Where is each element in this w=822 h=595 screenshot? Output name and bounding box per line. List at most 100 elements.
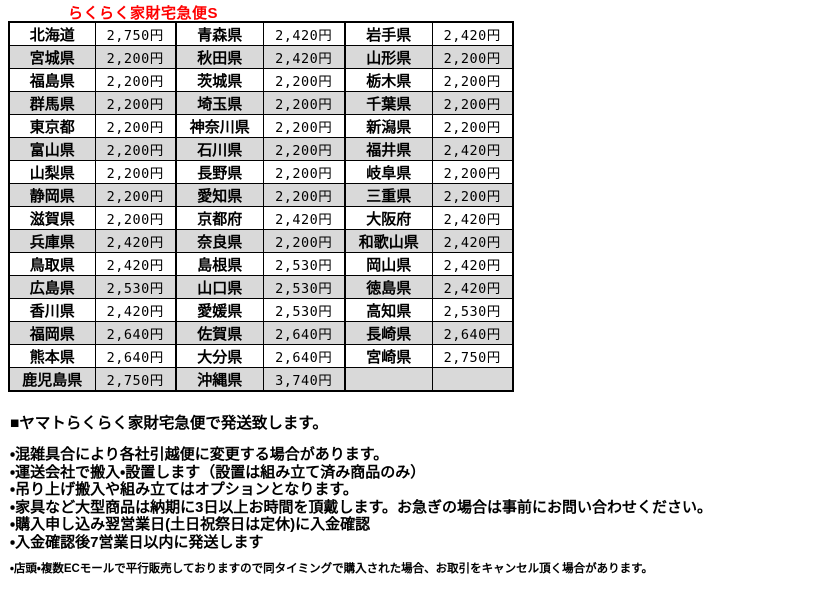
note-item: ・家具など大型商品は納期に3日以上お時間を頂戴します。お急ぎの場合は事前にお問い… <box>10 498 712 516</box>
table-row: 熊本県 2,640円 大分県 2,640円 宮崎県 2,750円 <box>8 344 514 368</box>
note-item: ・運送会社で搬入・設置します（設置は組み立て済み商品のみ） <box>10 463 426 481</box>
prefecture-cell: 山形県 <box>344 45 433 69</box>
price-cell: 2,200円 <box>431 45 514 69</box>
prefecture-cell: 佐賀県 <box>175 321 264 345</box>
table-row: 鳥取県 2,420円 島根県 2,530円 岡山県 2,420円 <box>8 252 514 276</box>
prefecture-cell: 石川県 <box>175 137 264 161</box>
price-cell: 2,640円 <box>262 344 346 368</box>
prefecture-cell: 熊本県 <box>8 344 96 368</box>
table-row: 北海道 2,750円 青森県 2,420円 岩手県 2,420円 <box>8 21 514 46</box>
prefecture-cell: 宮城県 <box>8 45 96 69</box>
prefecture-cell <box>344 367 433 392</box>
price-cell: 2,420円 <box>262 21 346 46</box>
price-cell: 2,200円 <box>262 68 346 92</box>
price-cell: 2,200円 <box>94 45 177 69</box>
prefecture-cell: 秋田県 <box>175 45 264 69</box>
table-row: 宮城県 2,200円 秋田県 2,420円 山形県 2,200円 <box>8 45 514 69</box>
prefecture-cell: 鹿児島県 <box>8 367 96 392</box>
price-cell: 2,420円 <box>431 275 514 299</box>
table-row: 広島県 2,530円 山口県 2,530円 徳島県 2,420円 <box>8 275 514 299</box>
price-cell: 2,640円 <box>262 321 346 345</box>
prefecture-cell: 愛知県 <box>175 183 264 207</box>
prefecture-cell: 大阪府 <box>344 206 433 230</box>
price-cell: 2,200円 <box>262 183 346 207</box>
price-cell: 2,200円 <box>94 183 177 207</box>
table-row: 群馬県 2,200円 埼玉県 2,200円 千葉県 2,200円 <box>8 91 514 115</box>
price-cell: 2,200円 <box>431 91 514 115</box>
prefecture-cell: 東京都 <box>8 114 96 138</box>
prefecture-cell: 宮崎県 <box>344 344 433 368</box>
price-cell: 2,200円 <box>262 114 346 138</box>
prefecture-cell: 山口県 <box>175 275 264 299</box>
prefecture-cell: 兵庫県 <box>8 229 96 253</box>
prefecture-cell: 香川県 <box>8 298 96 322</box>
prefecture-cell: 福井県 <box>344 137 433 161</box>
note-item: ・購入申し込み翌営業日(土日祝祭日は定休)に入金確認 <box>10 516 371 533</box>
prefecture-cell: 新潟県 <box>344 114 433 138</box>
price-cell: 2,420円 <box>431 252 514 276</box>
prefecture-cell: 富山県 <box>8 137 96 161</box>
price-cell: 2,200円 <box>431 160 514 184</box>
price-cell: 2,200円 <box>94 160 177 184</box>
price-cell: 2,530円 <box>94 275 177 299</box>
prefecture-cell: 千葉県 <box>344 91 433 115</box>
prefecture-cell: 愛媛県 <box>175 298 264 322</box>
table-row: 静岡県 2,200円 愛知県 2,200円 三重県 2,200円 <box>8 183 514 207</box>
price-cell: 2,200円 <box>262 160 346 184</box>
price-cell: 2,530円 <box>262 252 346 276</box>
price-cell: 2,200円 <box>431 114 514 138</box>
page-title: らくらく家財宅急便S <box>68 5 219 22</box>
prefecture-cell: 大分県 <box>175 344 264 368</box>
price-cell: 2,200円 <box>94 68 177 92</box>
small-note: ・店頭・複数ECモールで平行販売しておりますので同タイミングで購入された場合、お… <box>10 563 653 575</box>
price-cell: 2,750円 <box>94 21 177 46</box>
price-cell: 2,200円 <box>94 206 177 230</box>
table-row: 富山県 2,200円 石川県 2,200円 福井県 2,420円 <box>8 137 514 161</box>
price-cell: 2,640円 <box>94 321 177 345</box>
price-cell: 2,530円 <box>262 275 346 299</box>
price-cell: 2,200円 <box>431 68 514 92</box>
prefecture-cell: 岐阜県 <box>344 160 433 184</box>
price-cell: 2,750円 <box>431 344 514 368</box>
prefecture-cell: 岩手県 <box>344 21 433 46</box>
prefecture-cell: 徳島県 <box>344 275 433 299</box>
prefecture-cell: 和歌山県 <box>344 229 433 253</box>
price-cell: 2,200円 <box>94 137 177 161</box>
prefecture-cell: 福岡県 <box>8 321 96 345</box>
notes-heading: ■ヤマトらくらく家財宅急便で発送致します。 <box>10 415 328 432</box>
prefecture-cell: 長野県 <box>175 160 264 184</box>
price-cell: 2,530円 <box>262 298 346 322</box>
price-cell: 2,420円 <box>94 229 177 253</box>
fee-table-body: 北海道 2,750円 青森県 2,420円 岩手県 2,420円 宮城県 2,200円 秋田県 2… <box>8 21 514 392</box>
table-row: 東京都 2,200円 神奈川県 2,200円 新潟県 2,200円 <box>8 114 514 138</box>
notes-list: ・混雑具合により各社引越便に変更する場合があります。 ・運送会社で搬入・設置します… <box>10 446 818 551</box>
table-row: 兵庫県 2,420円 奈良県 2,200円 和歌山県 2,420円 <box>8 229 514 253</box>
prefecture-cell: 神奈川県 <box>175 114 264 138</box>
price-cell: 2,750円 <box>94 367 177 392</box>
table-row: 山梨県 2,200円 長野県 2,200円 岐阜県 2,200円 <box>8 160 514 184</box>
table-row: 香川県 2,420円 愛媛県 2,530円 高知県 2,530円 <box>8 298 514 322</box>
table-row: 福岡県 2,640円 佐賀県 2,640円 長崎県 2,640円 <box>8 321 514 345</box>
table-row: 鹿児島県 2,750円 沖縄県 3,740円 <box>8 367 514 392</box>
price-cell <box>431 367 514 392</box>
prefecture-cell: 北海道 <box>8 21 96 46</box>
price-cell: 2,200円 <box>262 137 346 161</box>
prefecture-cell: 沖縄県 <box>175 367 264 392</box>
prefecture-cell: 高知県 <box>344 298 433 322</box>
price-cell: 2,200円 <box>262 91 346 115</box>
prefecture-cell: 岡山県 <box>344 252 433 276</box>
prefecture-cell: 京都府 <box>175 206 264 230</box>
price-cell: 2,420円 <box>431 21 514 46</box>
note-item: ・吊り上げ搬入や組み立てはオプションとなります。 <box>10 481 358 498</box>
price-cell: 2,420円 <box>262 45 346 69</box>
prefecture-cell: 群馬県 <box>8 91 96 115</box>
price-cell: 2,420円 <box>94 298 177 322</box>
prefecture-cell: 滋賀県 <box>8 206 96 230</box>
prefecture-cell: 島根県 <box>175 252 264 276</box>
price-cell: 2,420円 <box>431 137 514 161</box>
prefecture-cell: 長崎県 <box>344 321 433 345</box>
prefecture-cell: 三重県 <box>344 183 433 207</box>
price-cell: 3,740円 <box>262 367 346 392</box>
price-cell: 2,420円 <box>431 229 514 253</box>
